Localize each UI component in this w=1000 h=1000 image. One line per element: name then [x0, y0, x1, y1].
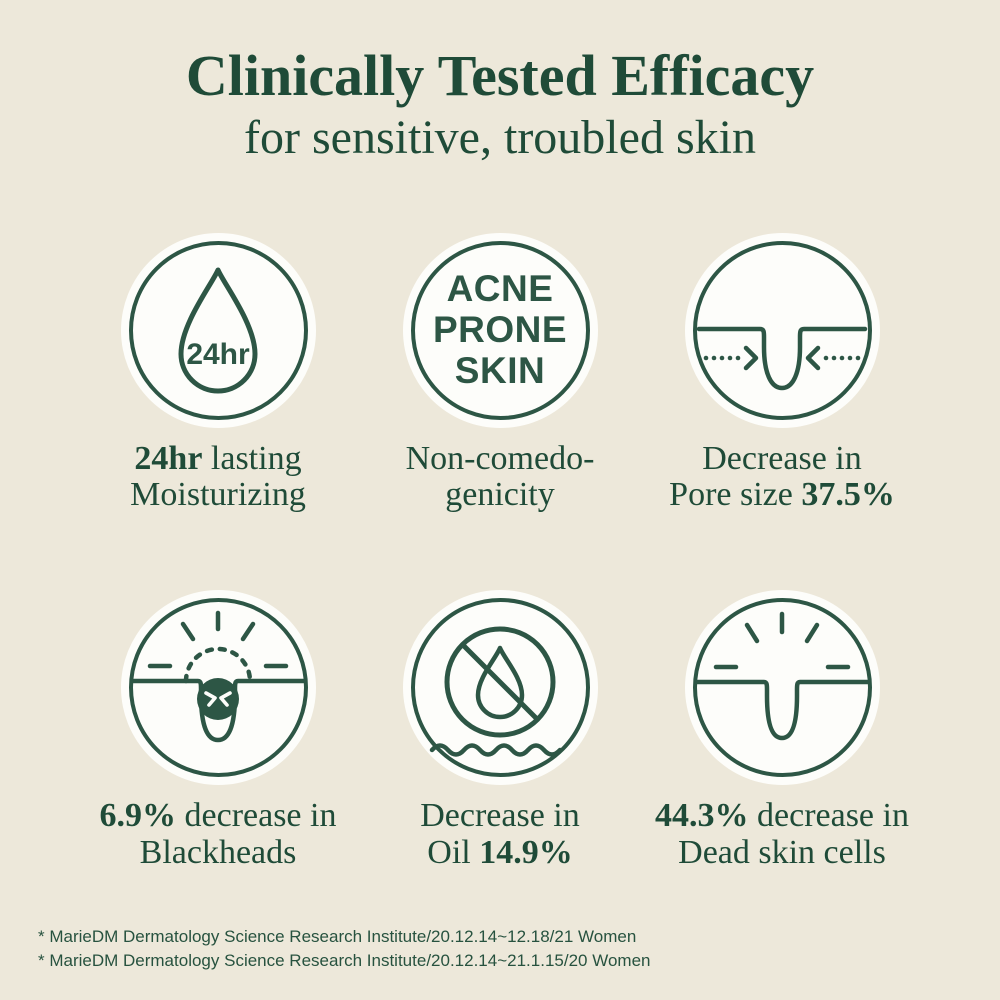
benefits-grid: 24hr 24hr lasting Moisturizing ACNE PRON… [0, 232, 1000, 872]
page-subtitle: for sensitive, troubled skin [244, 110, 756, 164]
blackhead-pore-icon [120, 590, 316, 786]
caption-line: Decrease in [420, 797, 580, 835]
pore-shrink-arrows-icon [684, 232, 880, 428]
footnote-line: * MarieDM Dermatology Science Research I… [38, 951, 651, 971]
benefit-caption: 24hr lasting Moisturizing [77, 439, 359, 514]
caption-line: 24hr lasting [134, 439, 302, 477]
caption-line: Dead skin cells [678, 833, 886, 871]
page-title: Clinically Tested Efficacy [185, 43, 815, 108]
benefit-caption: Non-comedo- genicity [359, 439, 641, 514]
benefit-card-dead-skin: 44.3% decrease in Dead skin cells [641, 590, 923, 871]
caption-line: genicity [445, 476, 555, 514]
benefit-caption: 6.9% decrease in Blackheads [77, 797, 359, 871]
no-oil-drop-icon [402, 590, 598, 786]
acne-prone-skin-badge-icon: ACNE PRONE SKIN [402, 232, 598, 428]
badge-line: PRONE [432, 308, 568, 350]
drop-24hr-label: 24hr [186, 338, 250, 371]
caption-line: Oil 14.9% [427, 833, 573, 871]
caption-line: 44.3% decrease in [655, 797, 909, 835]
benefit-card-non-comedogenicity: ACNE PRONE SKIN Non-comedo- genicity [359, 232, 641, 514]
caption-line: 6.9% decrease in [99, 797, 337, 835]
benefit-caption: Decrease in Pore size 37.5% [641, 439, 923, 514]
acne-prone-skin-label: ACNE PRONE SKIN [403, 233, 598, 428]
benefit-card-moisturizing: 24hr 24hr lasting Moisturizing [77, 232, 359, 514]
caption-line: Pore size 37.5% [669, 476, 895, 514]
benefit-card-pore-size: Decrease in Pore size 37.5% [641, 232, 923, 514]
footnotes: * MarieDM Dermatology Science Research I… [38, 925, 650, 974]
footnote-line: * MarieDM Dermatology Science Research I… [38, 926, 637, 946]
benefit-card-oil: Decrease in Oil 14.9% [359, 590, 641, 871]
caption-line: Decrease in [702, 439, 862, 477]
caption-line: Blackheads [139, 833, 297, 871]
benefit-caption: 44.3% decrease in Dead skin cells [641, 797, 923, 871]
header: Clinically Tested Efficacy for sensitive… [0, 0, 1000, 165]
badge-line: SKIN [454, 349, 546, 391]
caption-line: Non-comedo- [405, 439, 595, 477]
dead-skin-pore-icon [684, 590, 880, 786]
benefit-card-blackheads: 6.9% decrease in Blackheads [77, 590, 359, 871]
benefit-caption: Decrease in Oil 14.9% [359, 797, 641, 871]
badge-line: ACNE [446, 268, 554, 310]
caption-line: Moisturizing [130, 476, 306, 514]
water-drop-24hr-icon: 24hr [120, 232, 316, 428]
